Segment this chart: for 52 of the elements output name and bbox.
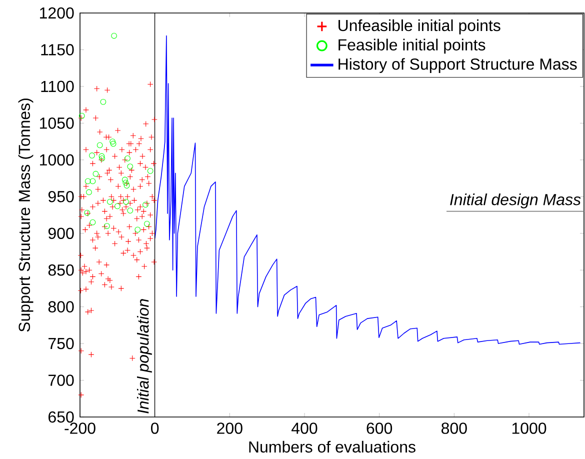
point	[89, 152, 95, 158]
legend-label: Unfeasible initial points	[338, 19, 500, 34]
point	[111, 32, 117, 39]
x-tick-label: 800	[442, 422, 467, 434]
y-tick-label: 900	[48, 228, 74, 240]
ref-line-label: Initial design Mass	[450, 193, 581, 208]
point	[78, 112, 85, 119]
point	[124, 182, 130, 189]
point	[90, 219, 96, 226]
x-tick-label: 400	[292, 422, 318, 434]
y-tick-label: 950	[48, 190, 74, 202]
point	[104, 223, 110, 229]
y-axis-title: Support Structure Mass (Tonnes)	[18, 98, 34, 332]
point	[122, 176, 128, 183]
y-tick-label: 650	[48, 411, 74, 423]
y-tick-label: 700	[48, 374, 74, 386]
y-tick-label: 1200	[40, 7, 74, 19]
point	[84, 178, 91, 184]
x-tick-label: 0	[151, 422, 159, 434]
y-tick-label: 1150	[41, 44, 74, 56]
x-tick-label: -200	[64, 422, 96, 434]
x-tick-label: 1000	[512, 422, 546, 434]
point	[96, 142, 103, 148]
legend-label: History of Support Structure Mass	[338, 58, 577, 73]
x-tick-label: 600	[366, 422, 392, 434]
y-tick-label: 850	[48, 264, 74, 276]
point	[110, 138, 116, 144]
point	[147, 168, 154, 174]
point	[114, 203, 120, 210]
point	[144, 220, 150, 227]
point	[110, 140, 116, 147]
y-tick-label: 1100	[41, 80, 74, 92]
point	[127, 164, 134, 170]
point	[123, 198, 129, 205]
y-tick-label: 1050	[40, 118, 74, 129]
point	[98, 153, 105, 160]
y-tick-label: 750	[48, 338, 74, 350]
point	[134, 226, 141, 233]
legend-label: Feasible initial points	[338, 38, 486, 54]
y-tick-label: 1000	[40, 154, 74, 166]
point	[92, 170, 99, 177]
point	[124, 155, 130, 162]
point	[100, 98, 106, 105]
point	[107, 198, 113, 205]
point	[90, 178, 96, 184]
y-tick-label: 800	[48, 301, 74, 312]
point	[86, 189, 92, 196]
ref-line-label: Initial population	[137, 299, 152, 414]
line-series	[154, 35, 581, 345]
point	[127, 208, 134, 214]
x-tick-label: 200	[217, 422, 242, 434]
x-axis-title: Numbers of evaluations	[249, 440, 416, 453]
